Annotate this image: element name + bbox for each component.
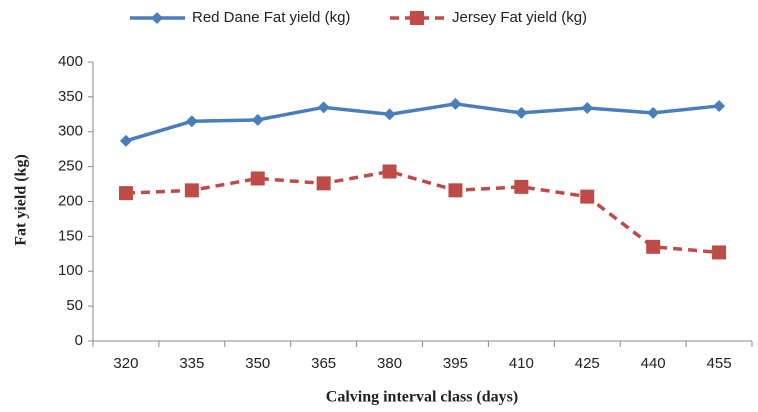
marker — [118, 186, 133, 201]
marker — [383, 108, 396, 121]
legend-label: Red Dane Fat yield (kg) — [192, 9, 350, 26]
x-tick-label: 425 — [575, 355, 600, 372]
x-tick-label: 320 — [113, 355, 138, 372]
marker — [646, 239, 661, 254]
y-tick-label: 350 — [58, 88, 83, 105]
y-tick-label: 300 — [58, 123, 83, 140]
marker — [317, 101, 330, 114]
series-line — [125, 169, 720, 255]
marker — [712, 245, 727, 260]
y-tick-label: 250 — [58, 158, 83, 175]
marker — [580, 189, 595, 204]
y-tick-label: 50 — [66, 297, 83, 314]
x-axis-label: Calving interval class (days) — [326, 389, 518, 406]
y-axis-label: Fat yield (kg) — [13, 154, 30, 246]
x-tick-label: 395 — [443, 355, 468, 372]
marker — [251, 113, 264, 126]
y-tick-label: 150 — [58, 227, 83, 244]
marker — [647, 106, 660, 119]
marker — [250, 171, 265, 186]
marker — [449, 97, 462, 110]
x-tick-label: 380 — [377, 355, 402, 372]
y-tick-label: 400 — [58, 53, 83, 70]
marker — [713, 99, 726, 112]
legend-marker — [151, 12, 163, 24]
marker — [448, 183, 463, 198]
x-tick-label: 365 — [311, 355, 336, 372]
marker — [581, 102, 594, 115]
marker — [316, 176, 331, 191]
marker — [185, 115, 198, 128]
y-tick-label: 100 — [58, 262, 83, 279]
x-tick-label: 440 — [641, 355, 666, 372]
legend-label: Jersey Fat yield (kg) — [452, 9, 587, 26]
y-tick-label: 200 — [58, 192, 83, 209]
legend-marker — [410, 11, 424, 25]
marker — [382, 164, 397, 179]
x-tick-label: 350 — [245, 355, 270, 372]
marker — [184, 183, 199, 198]
x-tick-label: 410 — [509, 355, 534, 372]
x-tick-label: 335 — [179, 355, 204, 372]
x-tick-label: 455 — [707, 355, 732, 372]
marker — [514, 179, 529, 194]
series-line — [125, 102, 720, 143]
marker — [515, 106, 528, 119]
marker — [119, 134, 132, 147]
y-tick-label: 0 — [75, 332, 83, 349]
